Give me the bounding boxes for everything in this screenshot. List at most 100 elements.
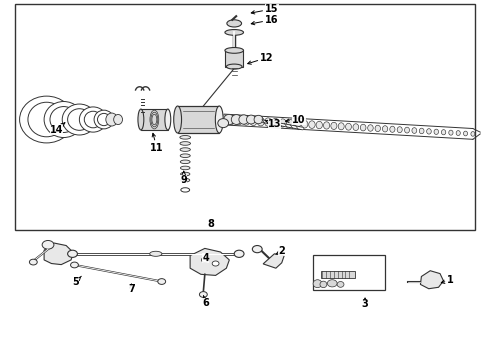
Text: 15: 15 bbox=[251, 4, 279, 14]
Ellipse shape bbox=[79, 107, 107, 132]
Ellipse shape bbox=[68, 109, 91, 130]
Text: 1: 1 bbox=[441, 275, 454, 285]
Ellipse shape bbox=[62, 104, 97, 135]
Polygon shape bbox=[190, 248, 229, 275]
Ellipse shape bbox=[397, 127, 402, 133]
Bar bbox=[177, 106, 220, 133]
Ellipse shape bbox=[294, 120, 301, 128]
Ellipse shape bbox=[254, 115, 263, 124]
Ellipse shape bbox=[265, 118, 271, 126]
Ellipse shape bbox=[456, 131, 460, 135]
Ellipse shape bbox=[345, 123, 351, 130]
Ellipse shape bbox=[338, 123, 344, 130]
Ellipse shape bbox=[226, 64, 242, 69]
Ellipse shape bbox=[405, 127, 410, 133]
Ellipse shape bbox=[224, 114, 234, 125]
Ellipse shape bbox=[301, 120, 308, 128]
Ellipse shape bbox=[449, 130, 453, 135]
Ellipse shape bbox=[309, 121, 315, 129]
Ellipse shape bbox=[150, 251, 162, 256]
Ellipse shape bbox=[84, 111, 102, 128]
Ellipse shape bbox=[138, 109, 144, 130]
Text: 10: 10 bbox=[286, 114, 306, 125]
Ellipse shape bbox=[471, 132, 475, 136]
Text: 6: 6 bbox=[202, 296, 209, 308]
Ellipse shape bbox=[180, 141, 191, 145]
Text: 12: 12 bbox=[248, 53, 274, 64]
Ellipse shape bbox=[216, 106, 223, 133]
Ellipse shape bbox=[353, 124, 359, 131]
Ellipse shape bbox=[225, 48, 244, 53]
Ellipse shape bbox=[313, 280, 322, 288]
Ellipse shape bbox=[28, 102, 65, 137]
Ellipse shape bbox=[464, 131, 467, 136]
Ellipse shape bbox=[181, 178, 190, 182]
Ellipse shape bbox=[180, 148, 190, 152]
Text: 4: 4 bbox=[202, 253, 209, 264]
Ellipse shape bbox=[243, 116, 250, 125]
Circle shape bbox=[199, 292, 207, 297]
Ellipse shape bbox=[246, 115, 256, 124]
Text: 14: 14 bbox=[49, 123, 65, 135]
Text: 11: 11 bbox=[150, 133, 164, 153]
Ellipse shape bbox=[419, 128, 424, 134]
Ellipse shape bbox=[180, 135, 191, 139]
Ellipse shape bbox=[218, 119, 228, 128]
Circle shape bbox=[29, 259, 37, 265]
Text: 2: 2 bbox=[276, 246, 285, 256]
Ellipse shape bbox=[174, 106, 181, 133]
Text: 13: 13 bbox=[265, 119, 281, 129]
Ellipse shape bbox=[368, 125, 373, 131]
Ellipse shape bbox=[257, 117, 265, 126]
Text: 8: 8 bbox=[207, 219, 214, 229]
Bar bbox=[321, 271, 355, 278]
Ellipse shape bbox=[239, 115, 249, 124]
Ellipse shape bbox=[180, 166, 190, 170]
Ellipse shape bbox=[375, 125, 380, 132]
Ellipse shape bbox=[390, 126, 395, 132]
Ellipse shape bbox=[180, 154, 190, 158]
Ellipse shape bbox=[231, 114, 242, 125]
Ellipse shape bbox=[44, 102, 83, 138]
Circle shape bbox=[158, 279, 166, 284]
Ellipse shape bbox=[434, 129, 439, 134]
Circle shape bbox=[252, 246, 262, 253]
Ellipse shape bbox=[287, 119, 294, 127]
Circle shape bbox=[201, 257, 208, 262]
Ellipse shape bbox=[382, 126, 388, 132]
Bar bbox=[15, 4, 475, 230]
Bar bbox=[141, 109, 168, 130]
Text: 9: 9 bbox=[180, 171, 187, 185]
Polygon shape bbox=[420, 271, 443, 289]
Ellipse shape bbox=[180, 160, 190, 164]
Ellipse shape bbox=[50, 107, 77, 132]
Ellipse shape bbox=[228, 116, 235, 125]
Ellipse shape bbox=[20, 96, 74, 143]
Ellipse shape bbox=[235, 116, 243, 125]
Text: 5: 5 bbox=[73, 276, 81, 287]
Ellipse shape bbox=[412, 128, 417, 133]
Circle shape bbox=[68, 250, 77, 257]
Ellipse shape bbox=[360, 124, 366, 131]
Ellipse shape bbox=[98, 113, 110, 126]
Ellipse shape bbox=[331, 122, 337, 130]
Ellipse shape bbox=[220, 115, 228, 124]
Circle shape bbox=[234, 250, 244, 257]
Polygon shape bbox=[263, 254, 284, 268]
Ellipse shape bbox=[316, 121, 322, 129]
Circle shape bbox=[42, 240, 54, 249]
Ellipse shape bbox=[250, 117, 257, 126]
Ellipse shape bbox=[114, 114, 122, 125]
Ellipse shape bbox=[94, 110, 114, 129]
Ellipse shape bbox=[323, 122, 330, 129]
Ellipse shape bbox=[165, 109, 171, 130]
Ellipse shape bbox=[106, 113, 118, 126]
Ellipse shape bbox=[227, 20, 242, 27]
Ellipse shape bbox=[279, 119, 286, 127]
Bar bbox=[313, 255, 385, 290]
Text: 16: 16 bbox=[251, 15, 279, 25]
Circle shape bbox=[71, 262, 78, 268]
Ellipse shape bbox=[327, 280, 337, 287]
Ellipse shape bbox=[180, 172, 190, 176]
Ellipse shape bbox=[225, 30, 244, 35]
